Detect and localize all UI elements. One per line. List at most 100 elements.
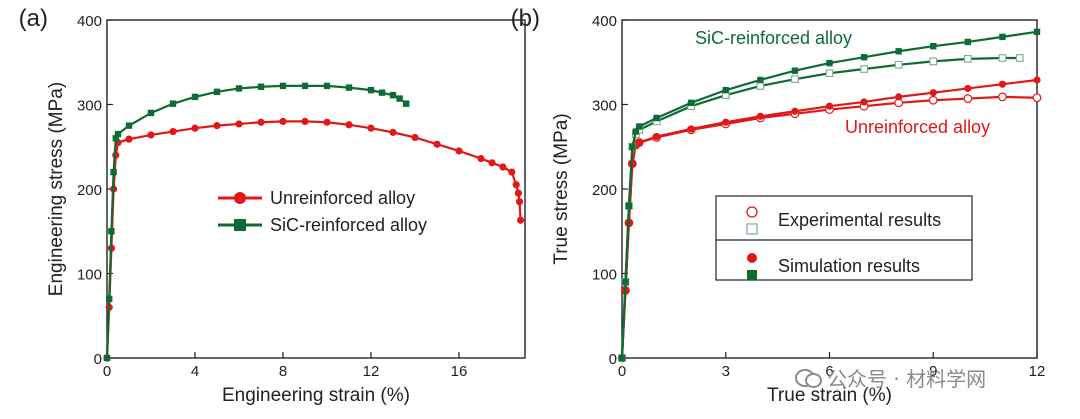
legend-label: Unreinforced alloy [270, 188, 415, 208]
data-point [964, 84, 972, 93]
data-point [235, 120, 243, 128]
data-point [629, 143, 636, 150]
data-point [929, 57, 938, 66]
x-axis-label: True strain (%) [767, 385, 892, 406]
data-point [367, 86, 375, 94]
x-tick-label: 3 [722, 363, 730, 380]
data-point [929, 89, 937, 97]
data-point [618, 354, 626, 362]
y-axis-label: True stress (MPa) [551, 113, 572, 264]
data-point [517, 216, 525, 224]
data-point [826, 59, 833, 67]
legend-label: Experimental results [778, 210, 941, 230]
data-point [396, 95, 403, 102]
x-tick-label: 0 [618, 363, 626, 380]
y-tick-label: 400 [592, 13, 617, 30]
legend-marker [234, 219, 246, 231]
data-point [403, 100, 410, 107]
data-point [636, 123, 643, 130]
x-tick-label: 8 [279, 363, 287, 380]
data-point [213, 88, 221, 96]
legend-marker [747, 253, 757, 263]
data-point [1015, 54, 1024, 62]
data-point [125, 122, 133, 129]
data-point [235, 85, 243, 92]
watermark-text: 公众号 · 材料学网 [827, 366, 987, 391]
data-point [279, 117, 287, 125]
y-axis-label: Engineering stress (MPa) [46, 82, 67, 296]
data-point [169, 127, 177, 136]
y-tick-label: 100 [77, 267, 102, 284]
series-sic-reinforced-alloy [103, 82, 410, 362]
data-point [301, 117, 309, 125]
legend-label: SiC-reinforced alloy [270, 215, 427, 235]
y-tick-label: 200 [77, 182, 102, 199]
series-line [105, 84, 407, 359]
data-point [653, 114, 660, 122]
data-point [514, 189, 523, 197]
legend-marker [747, 270, 757, 280]
data-point [108, 228, 115, 235]
data-point [112, 135, 119, 142]
data-point [257, 83, 265, 90]
data-point [632, 128, 640, 135]
x-axis-label: Engineering strain (%) [222, 385, 410, 406]
data-point [301, 82, 309, 90]
data-point [433, 140, 441, 148]
series-line [620, 30, 1038, 359]
data-point [125, 135, 133, 143]
legend-marker [746, 206, 758, 218]
data-point [389, 92, 397, 99]
data-point [378, 89, 386, 96]
data-point [635, 138, 643, 147]
data-point [477, 154, 485, 163]
data-point [757, 76, 764, 84]
data-point [791, 107, 799, 115]
x-tick-label: 12 [363, 363, 380, 380]
data-point [323, 82, 331, 90]
data-point [1033, 28, 1041, 36]
data-point [213, 122, 221, 130]
data-point [106, 295, 113, 303]
data-point [963, 55, 972, 63]
series-unreinforced-alloy [103, 117, 525, 362]
data-point [860, 65, 868, 73]
data-point [499, 163, 507, 171]
data-point [114, 130, 122, 138]
curve-label: Unreinforced alloy [845, 117, 990, 137]
data-point [488, 159, 496, 167]
data-point [687, 99, 695, 107]
y-tick-label: 300 [77, 98, 102, 115]
y-tick-label: 100 [592, 267, 617, 284]
data-point [411, 133, 419, 142]
data-point [964, 38, 972, 46]
data-point [756, 112, 764, 120]
data-point [894, 60, 903, 69]
data-point [455, 147, 463, 155]
data-point [998, 92, 1007, 102]
data-point [147, 109, 155, 117]
x-tick-label: 0 [103, 363, 111, 380]
legend-marker [234, 192, 246, 204]
data-point [1033, 76, 1041, 84]
y-tick-label: 0 [94, 351, 102, 368]
y-tick-label: 200 [592, 182, 617, 199]
data-point [930, 42, 937, 50]
data-point [722, 86, 729, 94]
x-tick-label: 12 [1029, 363, 1046, 380]
data-point [323, 118, 331, 126]
data-point [508, 168, 516, 176]
data-point [515, 198, 524, 206]
x-tick-label: 6 [825, 363, 833, 380]
watermark: 公众号 · 材料学网 [795, 362, 986, 392]
panel-label: (b) [511, 5, 540, 32]
chart-panel-a: 0 4 8 12 16 0 100 200 300 400 Engineering strain (… [19, 5, 526, 406]
data-point [825, 69, 834, 78]
data-point [191, 93, 199, 101]
data-point [191, 124, 199, 132]
panel-label: (a) [19, 5, 48, 32]
legend-label: Simulation results [778, 256, 920, 276]
data-point [622, 278, 629, 286]
data-point [512, 181, 520, 189]
data-point [345, 121, 353, 129]
